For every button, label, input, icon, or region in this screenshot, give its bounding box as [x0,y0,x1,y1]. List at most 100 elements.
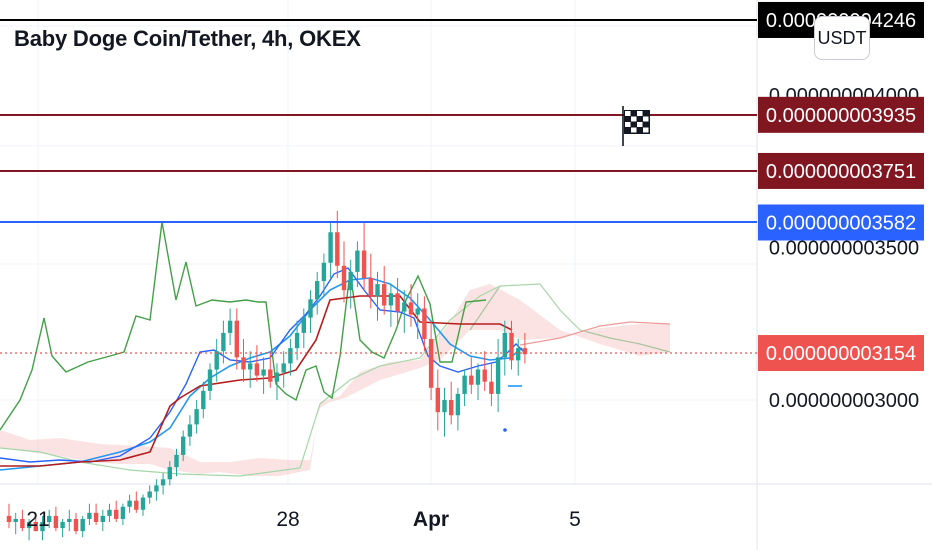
candle [114,500,119,522]
candle [261,357,266,394]
candle-body [516,348,521,361]
candle-body [40,522,45,532]
candle-body [489,381,494,394]
candle [194,400,199,434]
x-tick-label: 21 [26,508,49,531]
level-badge-bg [758,96,924,133]
flag-square [643,127,649,133]
horizontal-levels [0,19,757,223]
candle-body [395,293,400,312]
candle [516,339,521,376]
candle-body [355,250,360,272]
candle-body [382,284,387,306]
candle [509,320,514,370]
flag-square [625,111,631,116]
candle-body [194,409,199,425]
candle [234,308,239,370]
candle-body [100,515,105,522]
candle [462,369,467,407]
candle-body [207,369,213,391]
candle-body [522,348,528,355]
currency-button[interactable]: USDT [814,16,870,60]
candle [422,296,427,352]
candle-body [214,351,219,370]
candle-body [402,302,407,312]
candle-body [140,497,146,510]
candle-body [294,332,300,349]
candle [375,271,380,321]
candle [361,223,367,291]
candle-body [107,509,112,516]
candle-body [114,509,119,519]
candle [469,357,474,394]
candle-body [408,302,414,315]
candle [73,512,79,535]
candle [154,479,159,501]
candle [274,363,280,400]
candle [100,509,105,532]
cloud-span-b [519,321,671,346]
level-badge-label: 0.000000003751 [766,161,916,183]
candle-body [80,518,85,532]
chart-title: Baby Doge Coin/Tether, 4h, OKEX [14,26,361,51]
candle-body [268,369,273,382]
candle-body [187,424,193,437]
candle [33,512,38,532]
flag-square [631,127,637,133]
price-badges: 0.0000000042460.0000000039350.0000000037… [758,1,924,372]
candle [174,448,179,477]
candle-body [335,232,340,266]
candle-body [435,387,440,413]
candle [6,503,12,529]
flag-square [643,116,649,122]
x-tick-label: 28 [276,508,299,531]
moving-average-line [0,277,523,471]
candle [268,351,273,388]
candle [294,320,300,361]
candle [80,515,85,538]
candle [187,415,193,446]
candle-body [475,369,481,385]
candle [482,351,487,391]
candle [47,509,52,529]
candle [355,241,360,288]
candle [475,363,481,400]
candle-body [469,375,474,385]
candle-body [495,357,501,394]
candle-body [127,500,132,507]
candle-body [315,281,320,300]
candle-body [248,363,253,370]
candle-body [47,515,52,522]
candle [281,351,286,388]
candle-body [462,375,467,394]
candle [435,369,440,431]
candle [368,253,373,309]
finish-flag-icon [622,106,650,146]
candle [147,485,152,504]
candle-body [73,518,79,532]
candle-body [13,518,18,522]
candle-body [422,308,427,339]
candle [328,223,333,278]
candle-body [147,491,152,498]
candle-body [288,348,293,364]
candle-body [261,369,266,376]
candle [181,430,186,461]
candles [6,210,528,541]
candle [241,339,246,382]
candle-body [328,232,333,263]
candle [449,381,454,425]
grid-lines [0,0,757,484]
last-price-badge-bg [758,335,924,372]
candle-body [301,317,306,333]
cloud-span-a [469,283,671,353]
candle [489,363,494,407]
candle [26,518,32,541]
ichimoku-cloud [0,283,671,477]
candle-body [221,332,226,352]
candle [388,284,394,327]
candle [301,308,306,349]
flag-square [625,122,631,127]
candle-body [26,522,32,529]
